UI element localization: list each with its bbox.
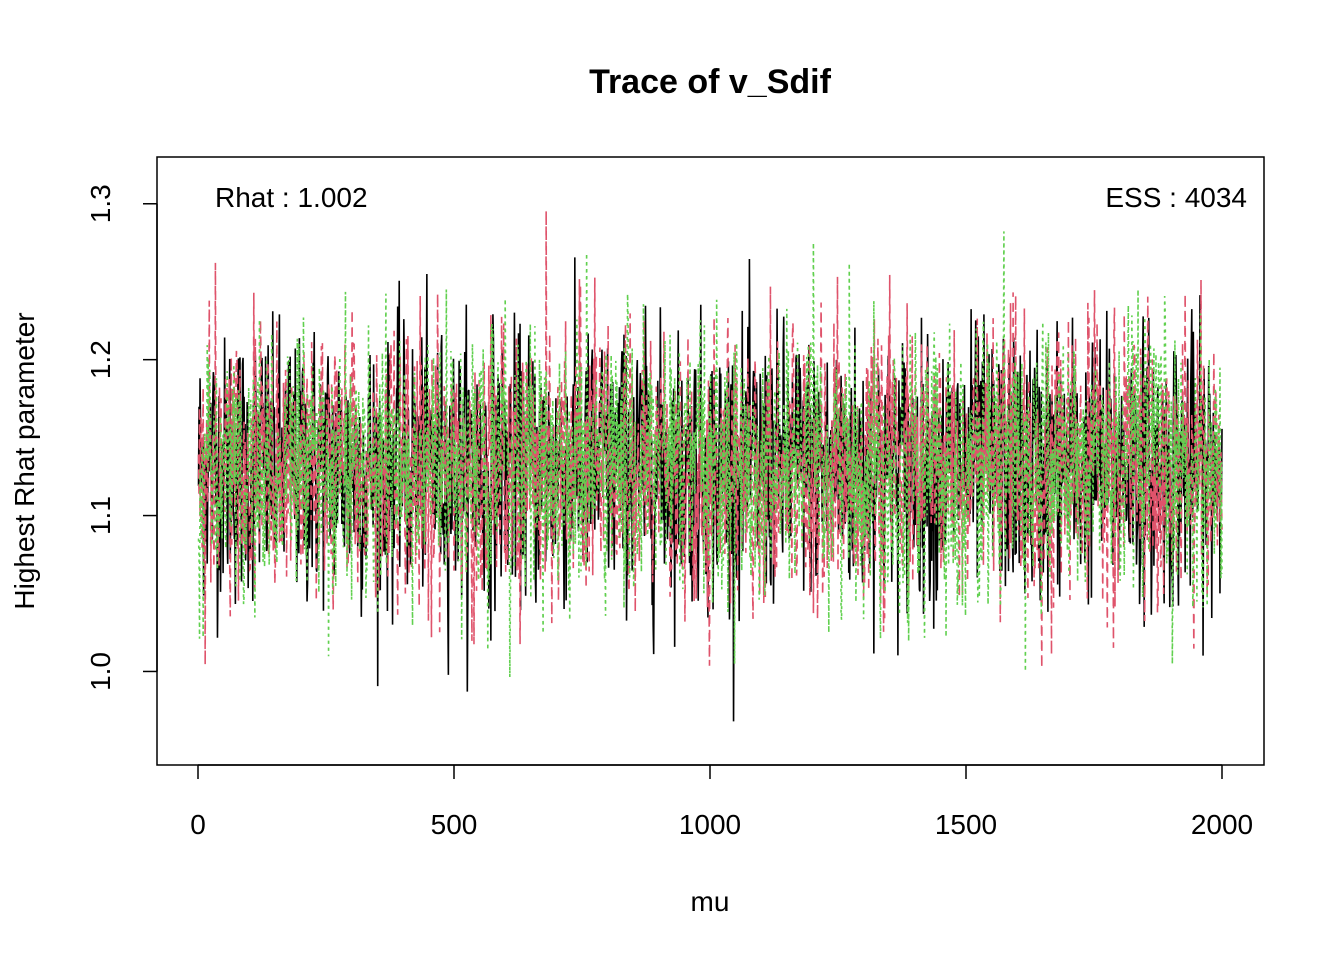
y-axis: 1.0 1.1 1.2 1.3 [85, 184, 158, 691]
y-tick-label: 1.2 [85, 340, 116, 379]
x-tick-label: 1500 [935, 809, 997, 840]
x-axis-label: mu [691, 886, 730, 917]
ess-annotation: ESS : 4034 [1105, 182, 1247, 213]
y-tick-label: 1.3 [85, 184, 116, 223]
x-tick-label: 500 [431, 809, 478, 840]
trace-series-3 [197, 231, 1223, 678]
x-tick-label: 0 [190, 809, 206, 840]
y-tick-label: 1.1 [85, 496, 116, 535]
rhat-annotation: Rhat : 1.002 [215, 182, 368, 213]
series-layer [197, 210, 1223, 722]
x-axis: 0 500 1000 1500 2000 [190, 764, 1253, 840]
chart-title: Trace of v_Sdif [589, 63, 832, 101]
y-tick-label: 1.0 [85, 652, 116, 691]
y-axis-label: Highest Rhat parameter [9, 312, 40, 609]
x-tick-label: 1000 [679, 809, 741, 840]
x-tick-label: 2000 [1191, 809, 1253, 840]
